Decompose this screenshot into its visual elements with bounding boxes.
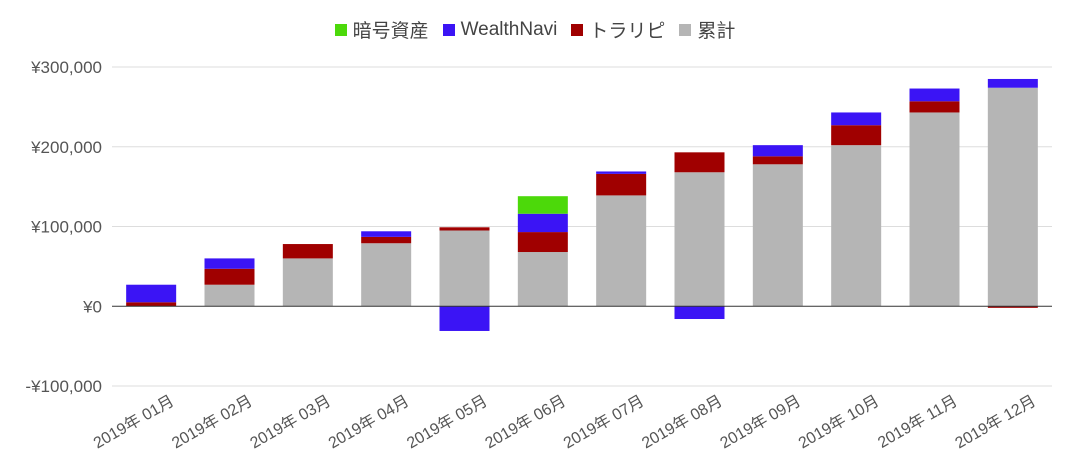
bar-cumulative[interactable] — [204, 284, 255, 307]
bar-toraripi[interactable] — [282, 244, 333, 259]
x-tick-label: 2019年 01月 — [90, 392, 177, 453]
legend-swatch-toraripi — [571, 23, 584, 36]
bar-cumulative[interactable] — [987, 87, 1038, 307]
bar-wealthnavi[interactable] — [987, 78, 1038, 88]
bar-wealthnavi[interactable] — [596, 171, 647, 174]
bar-cumulative[interactable] — [596, 195, 647, 307]
bar-toraripi[interactable] — [674, 152, 725, 173]
bar-toraripi[interactable] — [204, 268, 255, 285]
x-tick-label: 2019年 06月 — [482, 392, 569, 453]
bar-toraripi[interactable] — [987, 306, 1038, 308]
bar-cumulative[interactable] — [439, 230, 490, 307]
x-tick-label: 2019年 04月 — [325, 392, 412, 453]
legend-swatch-wealthnavi — [442, 23, 455, 36]
legend-label-wealthnavi: WealthNavi — [460, 18, 558, 40]
bar-toraripi[interactable] — [361, 236, 412, 244]
bar-toraripi[interactable] — [909, 101, 960, 113]
legend-label-cumulative: 累計 — [697, 21, 736, 42]
bar-wealthnavi[interactable] — [752, 145, 803, 157]
bar-cumulative[interactable] — [752, 164, 803, 307]
y-tick-label: -¥100,000 — [25, 377, 102, 396]
x-tick-label: 2019年 11月 — [875, 392, 961, 452]
chart-legend: 暗号資産 WealthNavi トラリピ 累計 — [0, 16, 1070, 43]
bar-cumulative[interactable] — [517, 252, 568, 307]
bar-wealthnavi[interactable] — [439, 306, 490, 331]
legend-swatch-cumulative — [679, 23, 692, 36]
bar-cumulative[interactable] — [282, 258, 333, 307]
y-tick-label: ¥100,000 — [30, 218, 102, 237]
bar-wealthnavi[interactable] — [674, 306, 725, 320]
bar-toraripi[interactable] — [517, 232, 568, 253]
x-tick-label: 2019年 12月 — [952, 392, 1039, 453]
x-tick-label: 2019年 09月 — [717, 392, 804, 453]
bar-cumulative[interactable] — [831, 145, 882, 307]
bar-cumulative[interactable] — [909, 112, 960, 307]
x-tick-label: 2019年 07月 — [560, 392, 647, 453]
x-tick-label: 2019年 10月 — [795, 392, 882, 453]
bar-cumulative[interactable] — [361, 243, 412, 307]
bar-toraripi[interactable] — [752, 156, 803, 165]
bar-wealthnavi[interactable] — [517, 213, 568, 233]
legend-item-crypto[interactable]: 暗号資産 — [334, 16, 429, 43]
x-tick-label: 2019年 02月 — [169, 392, 256, 453]
y-tick-label: ¥0 — [82, 297, 102, 316]
bar-wealthnavi[interactable] — [831, 112, 882, 126]
bar-wealthnavi[interactable] — [126, 284, 177, 303]
x-tick-label: 2019年 03月 — [247, 392, 334, 453]
bar-toraripi[interactable] — [596, 173, 647, 196]
legend-item-wealthnavi[interactable]: WealthNavi — [442, 18, 558, 41]
legend-item-toraripi[interactable]: トラリピ — [571, 16, 665, 43]
bar-wealthnavi[interactable] — [204, 258, 255, 269]
bar-cumulative[interactable] — [674, 172, 725, 307]
bar-toraripi[interactable] — [831, 125, 882, 146]
y-tick-label: ¥300,000 — [30, 58, 102, 77]
bar-toraripi[interactable] — [126, 302, 177, 307]
legend-label-toraripi: トラリピ — [589, 21, 666, 42]
bar-toraripi[interactable] — [439, 227, 490, 231]
y-tick-label: ¥200,000 — [30, 138, 102, 157]
x-tick-label: 2019年 08月 — [639, 392, 726, 453]
legend-swatch-crypto — [334, 23, 347, 36]
x-tick-label: 2019年 05月 — [404, 392, 491, 453]
legend-label-crypto: 暗号資産 — [352, 21, 429, 42]
bar-crypto[interactable] — [517, 196, 568, 214]
legend-item-cumulative[interactable]: 累計 — [679, 16, 735, 43]
bar-wealthnavi[interactable] — [361, 231, 412, 237]
bar-wealthnavi[interactable] — [909, 88, 960, 102]
